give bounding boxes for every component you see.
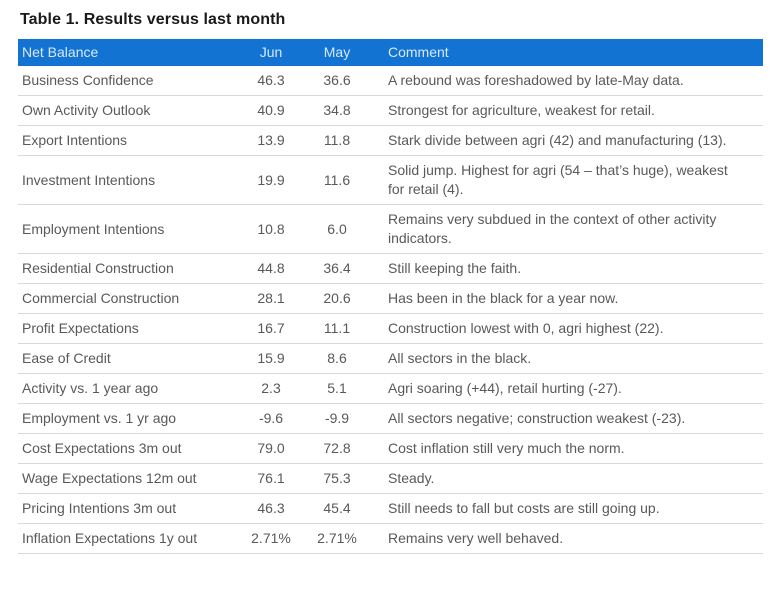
- metric-label-cell: Investment Intentions: [18, 155, 240, 205]
- jun-value-cell: 15.9: [240, 343, 302, 374]
- comment-cell: Strongest for agriculture, weakest for r…: [372, 95, 763, 126]
- comment-cell: All sectors negative; construction weake…: [372, 403, 763, 434]
- table-row: Wage Expectations 12m out 76.1 75.3 Stea…: [18, 463, 763, 494]
- jun-value-cell: 10.8: [240, 204, 302, 254]
- metric-label-cell: Activity vs. 1 year ago: [18, 373, 240, 404]
- jun-value-cell: 2.3: [240, 373, 302, 404]
- comment-cell: Solid jump. Highest for agri (54 – that’…: [372, 155, 763, 205]
- comment-cell: A rebound was foreshadowed by late-May d…: [372, 66, 763, 96]
- comment-cell: Has been in the black for a year now.: [372, 283, 763, 314]
- metric-label-cell: Employment vs. 1 yr ago: [18, 403, 240, 434]
- jun-value-cell: 44.8: [240, 253, 302, 284]
- may-value-cell: 11.8: [302, 125, 372, 156]
- metric-label-cell: Wage Expectations 12m out: [18, 463, 240, 494]
- comment-cell: All sectors in the black.: [372, 343, 763, 374]
- jun-value-cell: 76.1: [240, 463, 302, 494]
- jun-value-cell: 79.0: [240, 433, 302, 464]
- table-row: Investment Intentions 19.9 11.6 Solid ju…: [18, 155, 763, 205]
- metric-label-cell: Profit Expectations: [18, 313, 240, 344]
- jun-value-cell: 19.9: [240, 155, 302, 205]
- metric-label-cell: Employment Intentions: [18, 204, 240, 254]
- table-row: Activity vs. 1 year ago 2.3 5.1 Agri soa…: [18, 373, 763, 404]
- column-header-jun: Jun: [240, 39, 302, 66]
- may-value-cell: 45.4: [302, 493, 372, 524]
- table-row: Cost Expectations 3m out 79.0 72.8 Cost …: [18, 433, 763, 464]
- jun-value-cell: -9.6: [240, 403, 302, 434]
- metric-label-cell: Cost Expectations 3m out: [18, 433, 240, 464]
- table-row: Inflation Expectations 1y out 2.71% 2.71…: [18, 523, 763, 554]
- may-value-cell: 75.3: [302, 463, 372, 494]
- page: Table 1. Results versus last month Net B…: [18, 11, 763, 554]
- jun-value-cell: 13.9: [240, 125, 302, 156]
- may-value-cell: 8.6: [302, 343, 372, 374]
- header-row: Net Balance Jun May Comment: [18, 39, 763, 66]
- comment-cell: Still needs to fall but costs are still …: [372, 493, 763, 524]
- comment-cell: Agri soaring (+44), retail hurting (-27)…: [372, 373, 763, 404]
- metric-label-cell: Residential Construction: [18, 253, 240, 284]
- comment-cell: Remains very well behaved.: [372, 523, 763, 554]
- table-row: Profit Expectations 16.7 11.1 Constructi…: [18, 313, 763, 344]
- table-row: Ease of Credit 15.9 8.6 All sectors in t…: [18, 343, 763, 374]
- jun-value-cell: 16.7: [240, 313, 302, 344]
- jun-value-cell: 28.1: [240, 283, 302, 314]
- metric-label-cell: Own Activity Outlook: [18, 95, 240, 126]
- comment-cell: Cost inflation still very much the norm.: [372, 433, 763, 464]
- column-header-may: May: [302, 39, 372, 66]
- may-value-cell: 6.0: [302, 204, 372, 254]
- metric-label-cell: Inflation Expectations 1y out: [18, 523, 240, 554]
- table-header: Net Balance Jun May Comment: [18, 39, 763, 66]
- results-table: Net Balance Jun May Comment Business Con…: [18, 39, 763, 554]
- metric-label-cell: Pricing Intentions 3m out: [18, 493, 240, 524]
- comment-cell: Steady.: [372, 463, 763, 494]
- may-value-cell: 11.1: [302, 313, 372, 344]
- comment-cell: Remains very subdued in the context of o…: [372, 204, 763, 254]
- table-body: Business Confidence 46.3 36.6 A rebound …: [18, 66, 763, 554]
- may-value-cell: 2.71%: [302, 523, 372, 554]
- table-row: Commercial Construction 28.1 20.6 Has be…: [18, 283, 763, 314]
- metric-label-cell: Commercial Construction: [18, 283, 240, 314]
- table-row: Employment Intentions 10.8 6.0 Remains v…: [18, 204, 763, 254]
- may-value-cell: -9.9: [302, 403, 372, 434]
- table-title: Table 1. Results versus last month: [20, 11, 286, 28]
- table-row: Employment vs. 1 yr ago -9.6 -9.9 All se…: [18, 403, 763, 434]
- jun-value-cell: 40.9: [240, 95, 302, 126]
- comment-cell: Stark divide between agri (42) and manuf…: [372, 125, 763, 156]
- may-value-cell: 11.6: [302, 155, 372, 205]
- column-header-net-balance: Net Balance: [18, 39, 240, 66]
- table-row: Residential Construction 44.8 36.4 Still…: [18, 253, 763, 284]
- metric-label-cell: Business Confidence: [18, 66, 240, 96]
- may-value-cell: 34.8: [302, 95, 372, 126]
- jun-value-cell: 2.71%: [240, 523, 302, 554]
- jun-value-cell: 46.3: [240, 493, 302, 524]
- table-row: Business Confidence 46.3 36.6 A rebound …: [18, 66, 763, 96]
- metric-label-cell: Ease of Credit: [18, 343, 240, 374]
- metric-label-cell: Export Intentions: [18, 125, 240, 156]
- comment-cell: Still keeping the faith.: [372, 253, 763, 284]
- column-header-comment: Comment: [372, 39, 763, 66]
- table-row: Pricing Intentions 3m out 46.3 45.4 Stil…: [18, 493, 763, 524]
- may-value-cell: 20.6: [302, 283, 372, 314]
- may-value-cell: 36.4: [302, 253, 372, 284]
- may-value-cell: 72.8: [302, 433, 372, 464]
- comment-cell: Construction lowest with 0, agri highest…: [372, 313, 763, 344]
- table-row: Own Activity Outlook 40.9 34.8 Strongest…: [18, 95, 763, 126]
- jun-value-cell: 46.3: [240, 66, 302, 96]
- may-value-cell: 5.1: [302, 373, 372, 404]
- may-value-cell: 36.6: [302, 66, 372, 96]
- table-row: Export Intentions 13.9 11.8 Stark divide…: [18, 125, 763, 156]
